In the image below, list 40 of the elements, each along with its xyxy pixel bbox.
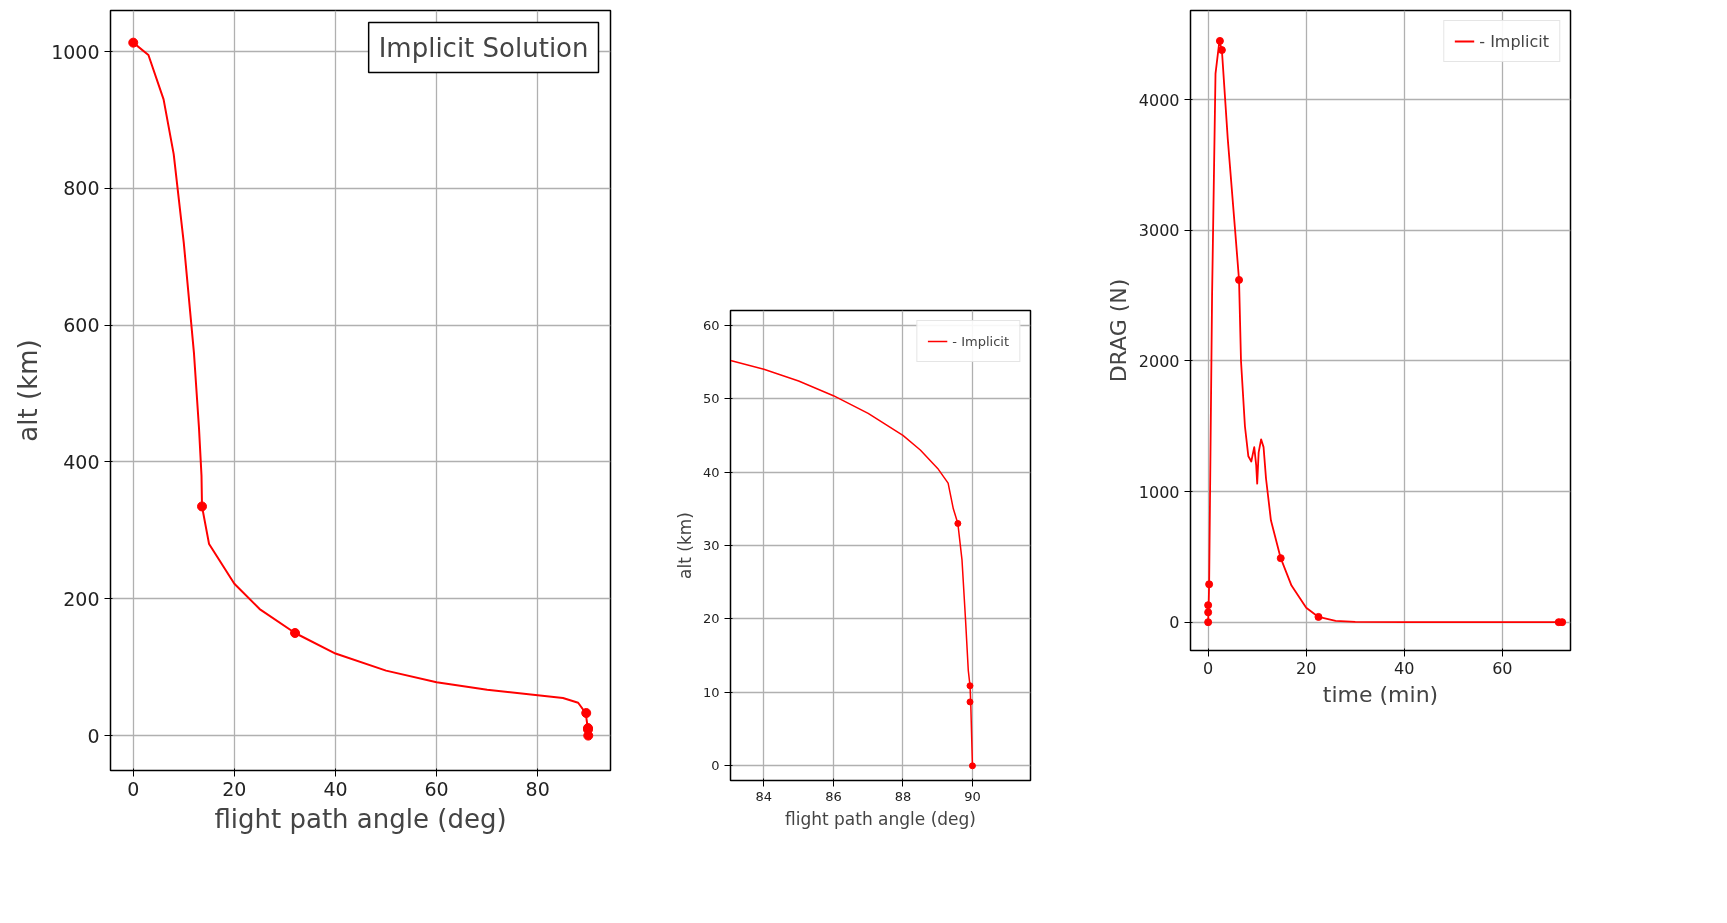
y-tick-label: 20 <box>702 611 720 627</box>
annotation: Implicit Solution <box>378 32 589 63</box>
x-tick-label: 0 <box>1203 658 1214 678</box>
y-tick-label: 1000 <box>1138 482 1180 502</box>
x-tick-label: 80 <box>525 777 550 800</box>
y-tick-label: 10 <box>702 684 720 700</box>
y-axis-title: alt (km) <box>674 512 695 579</box>
y-tick-label: 30 <box>702 538 720 553</box>
x-tick-label: 0 <box>127 777 140 800</box>
y-tick-label: 2000 <box>1138 351 1180 371</box>
x-tick-label: 84 <box>755 788 773 804</box>
x-tick-label: 40 <box>323 777 348 800</box>
x-tick-label: 60 <box>1492 658 1513 678</box>
y-tick-label: 0 <box>711 758 720 774</box>
y-tick-label: 50 <box>702 391 720 407</box>
x-tick-label: 90 <box>964 788 981 804</box>
y-tick-label: 40 <box>702 464 720 480</box>
x-axis-title: flight path angle (deg) <box>214 803 507 834</box>
legend-label: - Implicit <box>1479 31 1549 51</box>
y-tick-label: 600 <box>63 314 100 337</box>
x-tick-label: 88 <box>894 788 912 804</box>
y-tick-label: 3000 <box>1138 221 1180 241</box>
y-axis-title: alt (km) <box>13 339 44 442</box>
y-tick-label: 0 <box>87 724 100 747</box>
y-tick-label: 400 <box>63 450 100 473</box>
y-tick-label: 800 <box>63 177 100 200</box>
x-axis-title: flight path angle (deg) <box>785 808 976 829</box>
y-tick-label: 200 <box>63 587 100 610</box>
x-tick-label: 20 <box>1296 658 1317 678</box>
y-axis-title: DRAG (N) <box>1105 278 1131 383</box>
y-tick-label: 60 <box>702 317 720 333</box>
y-tick-label: 4000 <box>1138 90 1180 110</box>
x-tick-label: 86 <box>825 788 842 804</box>
legend-label: - Implicit <box>952 333 1009 349</box>
x-axis-title: time (min) <box>1322 681 1439 707</box>
x-tick-label: 20 <box>222 777 247 800</box>
x-tick-label: 60 <box>424 777 449 800</box>
x-tick-label: 40 <box>1394 658 1415 678</box>
y-tick-label: 0 <box>1169 613 1180 633</box>
y-tick-label: 1000 <box>51 40 100 63</box>
